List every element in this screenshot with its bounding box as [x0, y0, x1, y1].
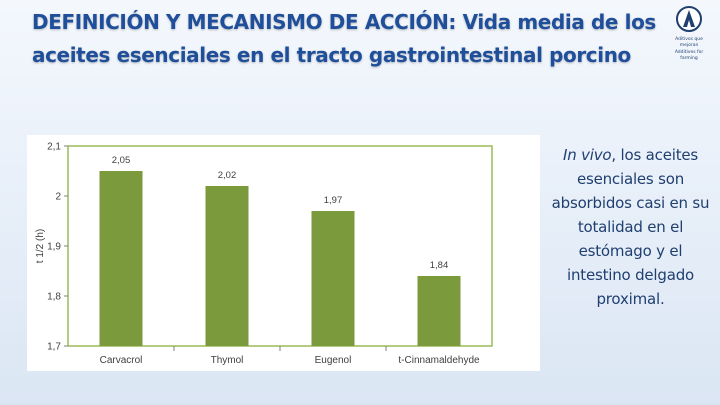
in-vivo-note: In vivo, los aceites esenciales son abso…	[548, 143, 713, 311]
logo-emblem-icon	[676, 6, 702, 32]
data-label: 2,02	[218, 170, 237, 181]
data-label: 1,97	[324, 195, 343, 206]
bar-carvacrol	[99, 171, 143, 346]
y-tick-label: 1,8	[47, 292, 61, 303]
in-vivo-italic: In vivo	[562, 146, 612, 164]
y-tick-label: 2,1	[47, 142, 61, 153]
x-tick-label: Carvacrol	[100, 355, 143, 366]
x-tick-label: t-Cinnamaldehyde	[398, 355, 480, 366]
chart-canvas: 1,7 1,8 1,9 2 2,1 t 1/2 (h) 2,05 Carvacrol 2,02 T…	[35, 142, 493, 366]
y-tick-label: 1,7	[47, 342, 61, 353]
bar-eugenol	[311, 211, 355, 346]
data-label: 2,05	[112, 155, 131, 166]
y-tick-label: 1,9	[47, 242, 61, 253]
x-tick-label: Eugenol	[315, 355, 352, 366]
y-axis-label: t 1/2 (h)	[35, 229, 46, 263]
bar-t-cinnamaldehyde	[417, 276, 461, 346]
x-tick-label: Thymol	[211, 355, 244, 366]
in-vivo-text: , los aceites esenciales son absorbidos …	[551, 146, 710, 308]
company-logo: Aditivos que mejoran Additives for farmi…	[667, 5, 711, 69]
logo-caption-line-1: Aditivos que mejoran	[675, 37, 703, 48]
data-label: 1,84	[430, 260, 449, 271]
bar-thymol	[205, 186, 249, 346]
y-tick-label: 2	[55, 192, 61, 203]
logo-caption-line-2: Additives for farming	[674, 50, 704, 61]
slide-title: DEFINICIÓN Y MECANISMO DE ACCIÓN: Vida m…	[32, 10, 656, 67]
half-life-chart: 1,7 1,8 1,9 2 2,1 t 1/2 (h) 2,05 Carvacrol 2,02 T…	[27, 135, 540, 371]
